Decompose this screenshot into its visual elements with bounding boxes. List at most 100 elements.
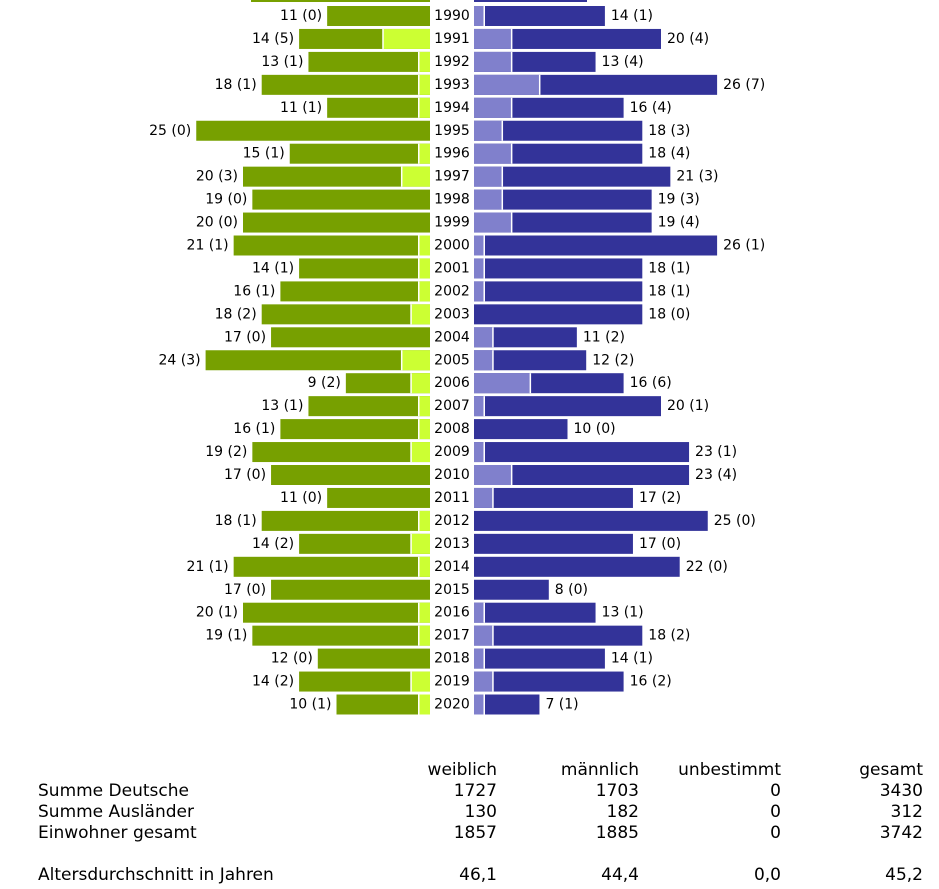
female-value-label: 17 (0) [224, 582, 266, 598]
female-foreign-bar [401, 350, 430, 371]
male-bar-divider [492, 350, 494, 371]
male-value-label: 18 (1) [648, 283, 690, 299]
female-value-label: 14 (2) [252, 674, 294, 690]
year-label: 1992 [434, 54, 470, 70]
summary-row-altersdurchschnitt: Altersdurchschnitt in Jahren 46,1 44,4 0… [0, 865, 939, 887]
male-value-label: 16 (2) [630, 674, 672, 690]
year-label: 1997 [434, 169, 470, 185]
summary-cell: 130 [464, 802, 497, 822]
male-bar [474, 304, 643, 325]
year-label: 2018 [434, 651, 470, 667]
male-foreign-bar [474, 212, 512, 233]
year-label: 2014 [434, 559, 470, 575]
female-value-label: 17 (0) [224, 329, 266, 345]
female-bar [243, 602, 430, 623]
male-foreign-bar [474, 487, 493, 508]
female-value-label: 9 (2) [308, 375, 341, 391]
male-bar-divider [492, 671, 494, 692]
year-label: 2016 [434, 605, 470, 621]
female-bar [233, 235, 430, 256]
female-bar-divider [400, 166, 403, 187]
female-bar-divider [382, 28, 384, 49]
female-value-label: 20 (3) [196, 169, 238, 185]
female-foreign-bar [411, 442, 430, 463]
male-value-label: 18 (2) [648, 628, 690, 644]
female-bar-divider [410, 442, 412, 463]
female-foreign-bar [419, 97, 430, 118]
male-value-label: 16 (4) [630, 100, 672, 116]
female-foreign-bar [419, 625, 430, 646]
summary-cell: 1857 [453, 823, 497, 843]
male-bar [474, 212, 652, 233]
year-label: 1999 [434, 215, 470, 231]
male-foreign-bar [474, 350, 493, 371]
female-bar-divider [410, 373, 412, 394]
year-label: 2019 [434, 674, 470, 690]
male-foreign-bar [474, 74, 540, 95]
female-value-label: 20 (0) [196, 215, 238, 231]
female-value-label: 18 (2) [215, 306, 257, 322]
female-foreign-bar [411, 671, 430, 692]
year-label: 1995 [434, 123, 470, 139]
female-bar-divider [418, 258, 420, 279]
male-bar [474, 166, 671, 187]
female-bar-divider [418, 419, 420, 440]
male-foreign-bar [474, 327, 493, 348]
female-bar [289, 143, 430, 164]
female-value-label: 19 (2) [205, 444, 247, 460]
male-value-label: 12 (2) [592, 352, 634, 368]
female-bar [308, 396, 430, 417]
female-bar [299, 671, 430, 692]
summary-row-label: Summe Deutsche [38, 781, 189, 801]
female-bar [243, 166, 430, 187]
female-value-label: 15 (1) [243, 146, 285, 162]
male-foreign-bar [474, 51, 512, 72]
male-foreign-bar [474, 396, 484, 417]
male-value-label: 23 (4) [695, 467, 737, 483]
female-bar [261, 74, 430, 95]
male-foreign-bar [474, 258, 484, 279]
male-foreign-bar [474, 166, 503, 187]
female-bar [271, 327, 430, 348]
female-bar-divider [400, 350, 403, 371]
male-bar-divider [529, 373, 532, 394]
female-value-label: 11 (0) [280, 490, 322, 506]
male-foreign-bar [474, 373, 531, 394]
female-foreign-bar [419, 281, 430, 302]
female-bar [271, 465, 430, 485]
female-value-label: 17 (0) [224, 467, 266, 483]
summary-cell: 312 [890, 802, 923, 822]
year-label: 2017 [434, 628, 470, 644]
male-foreign-bar [474, 235, 484, 256]
year-label: 2007 [434, 398, 470, 414]
summary-cell: 1885 [595, 823, 639, 843]
female-value-label: 11 (0) [280, 8, 322, 24]
male-foreign-bar [474, 281, 484, 302]
female-value-label: 14 (5) [252, 31, 294, 47]
female-bar [271, 579, 430, 600]
year-label: 2012 [434, 513, 470, 529]
female-bar-divider [418, 281, 420, 302]
female-bar-divider [418, 74, 420, 95]
male-bar [474, 350, 587, 371]
summary-cell: 3430 [879, 781, 923, 801]
female-value-label: 18 (1) [215, 77, 257, 93]
summary-row-label: Summe Ausländer [38, 802, 194, 822]
male-value-label: 19 (4) [658, 215, 700, 231]
year-label: 1991 [434, 31, 470, 47]
male-bar [474, 143, 643, 164]
male-value-label: 8 (0) [555, 582, 588, 598]
male-value-label: 14 (1) [611, 651, 653, 667]
female-foreign-bar [419, 74, 430, 95]
summary-cell: 44,4 [601, 865, 639, 885]
female-value-label: 14 (2) [252, 536, 294, 552]
male-bar-divider [538, 74, 541, 95]
female-value-label: 21 (1) [187, 238, 229, 254]
male-bar-divider [510, 465, 513, 485]
male-bar [474, 556, 680, 577]
female-value-label: 19 (1) [205, 628, 247, 644]
male-bar [474, 396, 661, 417]
male-foreign-bar [474, 602, 484, 623]
year-label: 2008 [434, 421, 470, 437]
female-value-label: 14 (1) [252, 260, 294, 276]
